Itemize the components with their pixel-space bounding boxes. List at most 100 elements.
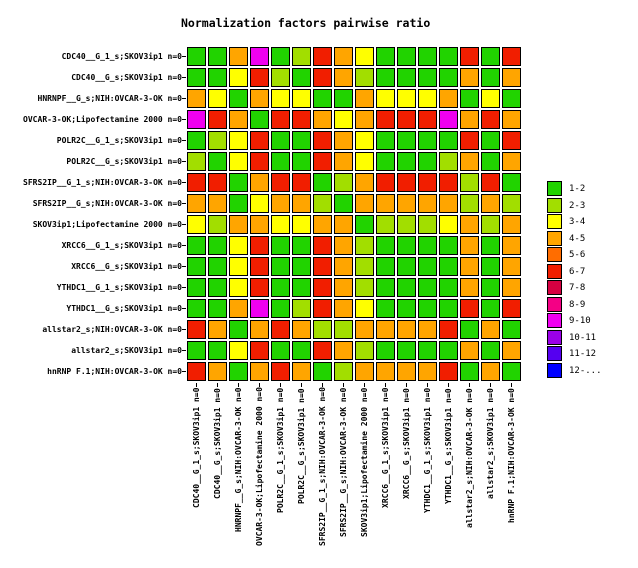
heatmap-cell bbox=[208, 362, 227, 381]
heatmap-cell bbox=[271, 89, 290, 108]
heatmap-cell bbox=[502, 152, 521, 171]
heatmap-cell bbox=[271, 320, 290, 339]
heatmap-cell bbox=[418, 131, 437, 150]
legend-entry: 6-7 bbox=[547, 264, 585, 279]
heatmap-cell bbox=[313, 89, 332, 108]
legend-label: 11-12 bbox=[569, 348, 597, 359]
col-label: OVCAR-3-OK;Lipofectamine 2000 n=0 bbox=[255, 387, 264, 546]
heatmap-cell bbox=[376, 131, 395, 150]
heatmap-cell bbox=[460, 341, 479, 360]
heatmap-cell bbox=[376, 362, 395, 381]
heatmap-cell bbox=[271, 362, 290, 381]
legend-swatch bbox=[547, 346, 562, 361]
heatmap-cell bbox=[292, 362, 311, 381]
legend-entry: 10-11 bbox=[547, 330, 596, 345]
heatmap-cell bbox=[313, 173, 332, 192]
heatmap-cell bbox=[502, 236, 521, 255]
row-label: HNRNPF__G_s;NIH:OVCAR-3-OK n=0 bbox=[37, 94, 183, 103]
heatmap-cell bbox=[229, 89, 248, 108]
col-label: allstar2_s;NIH:OVCAR-3-OK n=0 bbox=[465, 388, 474, 528]
heatmap-cell bbox=[397, 236, 416, 255]
heatmap-cell bbox=[355, 362, 374, 381]
heatmap-cell bbox=[334, 278, 353, 297]
col-label: allstar2_s;SKOV3ip1 n=0 bbox=[486, 388, 495, 499]
heatmap-cell bbox=[397, 89, 416, 108]
legend-entry: 3-4 bbox=[547, 214, 585, 229]
row-tick bbox=[182, 350, 186, 351]
legend-swatch bbox=[547, 330, 562, 345]
heatmap-cell bbox=[313, 320, 332, 339]
heatmap-cell bbox=[250, 236, 269, 255]
col-label: YTHDC1__G_1_s;SKOV3ip1 n=0 bbox=[423, 388, 432, 514]
heatmap-cell bbox=[502, 47, 521, 66]
heatmap-cell bbox=[334, 215, 353, 234]
legend-label: 9-10 bbox=[569, 315, 591, 326]
heatmap-cell bbox=[397, 152, 416, 171]
heatmap-cell bbox=[355, 194, 374, 213]
heatmap-cell bbox=[187, 47, 206, 66]
heatmap-cell bbox=[271, 278, 290, 297]
heatmap-cell bbox=[460, 68, 479, 87]
heatmap-cell bbox=[334, 362, 353, 381]
row-label: allstar2_s;NIH:OVCAR-3-OK n=0 bbox=[42, 325, 182, 334]
legend-entry: 12-... bbox=[547, 363, 602, 378]
legend-entry: 9-10 bbox=[547, 313, 591, 328]
heatmap-cell bbox=[502, 257, 521, 276]
heatmap-cell bbox=[460, 362, 479, 381]
heatmap-cell bbox=[355, 173, 374, 192]
heatmap-cell bbox=[397, 215, 416, 234]
heatmap-cell bbox=[376, 257, 395, 276]
heatmap-cell bbox=[313, 299, 332, 318]
heatmap-cell bbox=[397, 110, 416, 129]
legend-swatch bbox=[547, 363, 562, 378]
heatmap-cell bbox=[355, 47, 374, 66]
heatmap-cell bbox=[481, 131, 500, 150]
row-label: XRCC6__G_s;SKOV3ip1 n=0 bbox=[71, 262, 182, 271]
col-tick bbox=[301, 383, 302, 387]
col-tick bbox=[511, 383, 512, 387]
heatmap-cell bbox=[460, 173, 479, 192]
heatmap-cell bbox=[418, 299, 437, 318]
row-tick bbox=[182, 308, 186, 309]
row-label: allstar2_s;SKOV3ip1 n=0 bbox=[71, 346, 182, 355]
heatmap-cell bbox=[292, 89, 311, 108]
heatmap-cell bbox=[334, 320, 353, 339]
heatmap-cell bbox=[460, 215, 479, 234]
heatmap-cell bbox=[292, 215, 311, 234]
heatmap-cell bbox=[397, 278, 416, 297]
heatmap-cell bbox=[208, 257, 227, 276]
row-label: YTHDC1__G_1_s;SKOV3ip1 n=0 bbox=[56, 283, 182, 292]
heatmap-cell bbox=[397, 362, 416, 381]
heatmap-cell bbox=[208, 194, 227, 213]
heatmap-grid bbox=[187, 47, 523, 383]
row-tick bbox=[182, 245, 186, 246]
heatmap-cell bbox=[481, 362, 500, 381]
heatmap-cell bbox=[229, 47, 248, 66]
heatmap-cell bbox=[418, 173, 437, 192]
heatmap-cell bbox=[502, 194, 521, 213]
heatmap-cell bbox=[187, 257, 206, 276]
heatmap-cell bbox=[208, 215, 227, 234]
col-tick bbox=[427, 383, 428, 387]
heatmap-cell bbox=[187, 131, 206, 150]
heatmap-cell bbox=[334, 89, 353, 108]
heatmap-cell bbox=[418, 89, 437, 108]
legend-swatch bbox=[547, 264, 562, 279]
heatmap-cell bbox=[502, 68, 521, 87]
heatmap-cell bbox=[502, 320, 521, 339]
heatmap-cell bbox=[250, 194, 269, 213]
heatmap-cell bbox=[502, 278, 521, 297]
heatmap-cell bbox=[229, 152, 248, 171]
heatmap-cell bbox=[460, 299, 479, 318]
heatmap-cell bbox=[271, 152, 290, 171]
row-label: SKOV3ip1;Lipofectamine 2000 n=0 bbox=[32, 220, 182, 229]
heatmap-cell bbox=[229, 257, 248, 276]
heatmap-cell bbox=[439, 194, 458, 213]
col-label: POLR2C__G_1_s;SKOV3ip1 n=0 bbox=[276, 388, 285, 514]
heatmap-cell bbox=[334, 131, 353, 150]
heatmap-cell bbox=[271, 194, 290, 213]
heatmap-cell bbox=[250, 362, 269, 381]
heatmap-cell bbox=[460, 110, 479, 129]
heatmap-cell bbox=[376, 47, 395, 66]
heatmap-cell bbox=[271, 47, 290, 66]
